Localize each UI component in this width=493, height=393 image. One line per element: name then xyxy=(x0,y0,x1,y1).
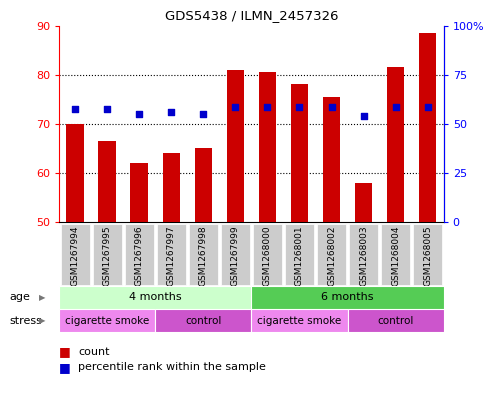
Text: control: control xyxy=(185,316,221,326)
Point xyxy=(231,103,239,110)
Text: count: count xyxy=(78,347,109,357)
FancyBboxPatch shape xyxy=(155,309,251,332)
Point xyxy=(167,108,176,115)
Text: age: age xyxy=(10,292,31,302)
Bar xyxy=(195,148,212,222)
Point xyxy=(327,103,335,110)
Bar xyxy=(227,70,244,222)
Point xyxy=(295,103,303,110)
Text: percentile rank within the sample: percentile rank within the sample xyxy=(78,362,266,373)
Text: cigarette smoke: cigarette smoke xyxy=(257,316,342,326)
Text: ■: ■ xyxy=(59,345,71,358)
Text: GSM1267994: GSM1267994 xyxy=(70,226,80,286)
Text: GSM1268002: GSM1268002 xyxy=(327,226,336,286)
Text: ■: ■ xyxy=(59,361,71,374)
Point xyxy=(359,113,367,119)
FancyBboxPatch shape xyxy=(317,224,346,285)
FancyBboxPatch shape xyxy=(157,224,186,285)
Text: GSM1268000: GSM1268000 xyxy=(263,226,272,286)
Point xyxy=(71,106,79,112)
Bar xyxy=(163,153,180,222)
Text: GSM1267997: GSM1267997 xyxy=(167,226,176,286)
Text: stress: stress xyxy=(10,316,43,326)
FancyBboxPatch shape xyxy=(59,309,155,332)
Bar xyxy=(387,67,404,222)
Text: ▶: ▶ xyxy=(38,293,45,301)
Point xyxy=(423,103,432,110)
Text: 6 months: 6 months xyxy=(321,292,374,302)
Point xyxy=(391,103,399,110)
FancyBboxPatch shape xyxy=(348,309,444,332)
FancyBboxPatch shape xyxy=(413,224,442,285)
Text: ▶: ▶ xyxy=(38,316,45,325)
FancyBboxPatch shape xyxy=(93,224,122,285)
Point xyxy=(103,106,111,112)
FancyBboxPatch shape xyxy=(381,224,410,285)
Text: GSM1267998: GSM1267998 xyxy=(199,226,208,286)
Text: GSM1268004: GSM1268004 xyxy=(391,226,400,286)
Bar xyxy=(355,183,372,222)
Bar xyxy=(67,124,84,222)
FancyBboxPatch shape xyxy=(285,224,314,285)
Text: 4 months: 4 months xyxy=(129,292,181,302)
Text: control: control xyxy=(378,316,414,326)
Bar xyxy=(323,97,340,222)
Text: GSM1267995: GSM1267995 xyxy=(103,226,112,286)
FancyBboxPatch shape xyxy=(189,224,218,285)
Point xyxy=(263,103,271,110)
FancyBboxPatch shape xyxy=(251,309,348,332)
Text: GSM1268003: GSM1268003 xyxy=(359,226,368,286)
Text: GSM1268005: GSM1268005 xyxy=(423,226,432,286)
Bar xyxy=(419,33,436,222)
Text: GSM1267999: GSM1267999 xyxy=(231,226,240,286)
FancyBboxPatch shape xyxy=(221,224,250,285)
FancyBboxPatch shape xyxy=(61,224,90,285)
Bar xyxy=(131,163,148,222)
Point xyxy=(135,111,143,117)
Bar xyxy=(99,141,116,222)
Text: GDS5438 / ILMN_2457326: GDS5438 / ILMN_2457326 xyxy=(165,9,338,22)
Text: GSM1268001: GSM1268001 xyxy=(295,226,304,286)
FancyBboxPatch shape xyxy=(349,224,378,285)
FancyBboxPatch shape xyxy=(59,286,251,309)
Point xyxy=(199,111,207,117)
FancyBboxPatch shape xyxy=(125,224,154,285)
FancyBboxPatch shape xyxy=(251,286,444,309)
Bar xyxy=(259,72,276,222)
Text: GSM1267996: GSM1267996 xyxy=(135,226,144,286)
Bar xyxy=(291,84,308,222)
Text: cigarette smoke: cigarette smoke xyxy=(65,316,149,326)
FancyBboxPatch shape xyxy=(253,224,282,285)
